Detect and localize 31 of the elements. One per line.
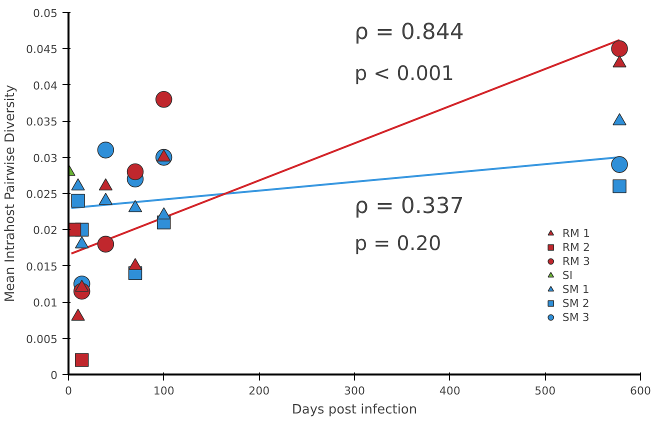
annotation: p < 0.001 bbox=[354, 60, 454, 85]
x-tick-label: 600 bbox=[630, 384, 651, 398]
y-tick-label: 0.02 bbox=[33, 224, 58, 238]
x-axis-title: Days post infection bbox=[292, 402, 418, 418]
y-tick-label: 0.01 bbox=[33, 296, 58, 310]
legend-label: RM 3 bbox=[562, 254, 590, 268]
legend-label: RM 2 bbox=[562, 240, 590, 254]
y-tick-label: 0 bbox=[50, 369, 58, 382]
x-tick-label: 0 bbox=[65, 384, 72, 398]
x-tick-label: 300 bbox=[344, 384, 365, 398]
x-tick-label: 400 bbox=[439, 384, 460, 398]
x-tick-label: 500 bbox=[534, 384, 556, 398]
annotation: ρ = 0.844 bbox=[354, 20, 464, 46]
y-tick-label: 0.05 bbox=[33, 7, 58, 20]
legend-label: SI bbox=[562, 268, 574, 282]
y-axis-title: Mean Intrahost Pairwise Diversity bbox=[3, 84, 18, 302]
y-tick-label: 0.035 bbox=[26, 116, 58, 129]
annotation: p = 0.20 bbox=[354, 231, 442, 256]
y-tick-label: 0.045 bbox=[26, 43, 58, 56]
x-tick-label: 200 bbox=[248, 384, 270, 398]
legend-label: SM 1 bbox=[562, 282, 590, 296]
annotation: ρ = 0.337 bbox=[354, 194, 464, 219]
legend-label: RM 1 bbox=[562, 226, 590, 240]
legend-label: SM 3 bbox=[562, 310, 590, 324]
y-tick-label: 0.005 bbox=[26, 332, 58, 346]
y-tick-label: 0.015 bbox=[26, 260, 58, 274]
y-tick-label: 0.025 bbox=[26, 188, 58, 201]
x-tick-label: 100 bbox=[153, 384, 174, 398]
y-tick-label: 0.03 bbox=[33, 152, 58, 165]
y-tick-label: 0.04 bbox=[33, 79, 58, 92]
legend-label: SM 2 bbox=[562, 296, 590, 310]
